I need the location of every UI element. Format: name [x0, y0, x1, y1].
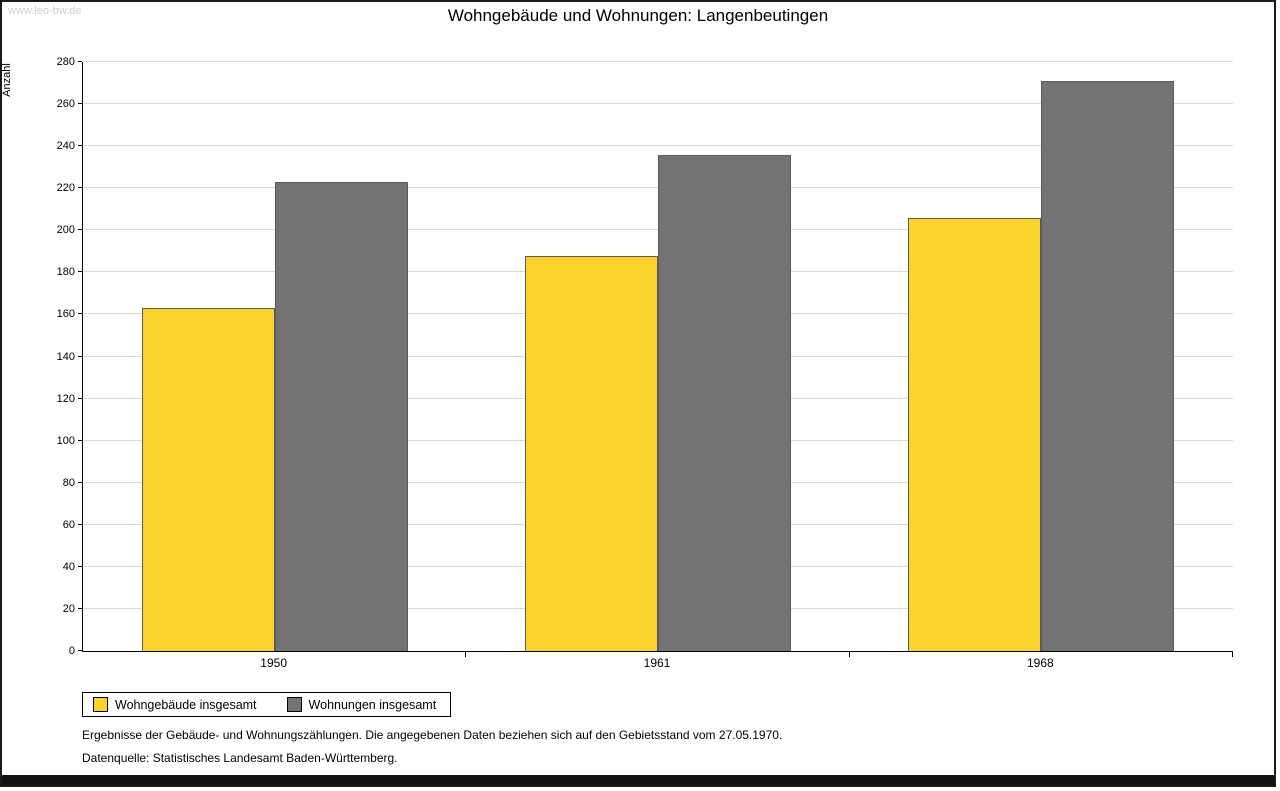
- legend-label: Wohnungen insgesamt: [308, 697, 437, 712]
- bar-1961-wohnungen: [658, 154, 791, 651]
- y-tick-mark: [78, 523, 82, 525]
- legend-item: Wohngebäude insgesamt: [93, 697, 257, 712]
- bar-1950-wohngebaeude: [141, 308, 275, 651]
- x-tick-mark: [1232, 652, 1233, 657]
- y-tick-label: 160: [56, 308, 75, 321]
- y-tick-mark: [78, 61, 82, 62]
- y-tick-label: 180: [56, 266, 75, 279]
- y-tick-label: 120: [56, 392, 75, 405]
- chart-title: Wohngebäude und Wohnungen: Langenbeuting…: [447, 6, 829, 25]
- gridline: [83, 145, 1233, 147]
- gridline: [83, 61, 1233, 62]
- y-tick-mark: [78, 145, 82, 147]
- y-tick-label: 140: [56, 350, 75, 363]
- legend-label: Wohngebäude insgesamt: [115, 697, 257, 712]
- y-tick-label: 260: [56, 98, 75, 111]
- y-tick-label: 60: [62, 518, 75, 531]
- bar-1950-wohnungen: [274, 181, 408, 651]
- y-tick-label: 100: [56, 434, 75, 447]
- legend-swatch: [286, 697, 302, 712]
- plot-area: 0 20 40 60 80 100 120 140 160 180 200 220 240 260 280: [57, 56, 1233, 657]
- y-axis-label: Anzahl: [0, 63, 13, 97]
- y-tick-label: 220: [56, 182, 75, 195]
- bar-1968-wohngebaeude: [908, 217, 1042, 651]
- bar-1968-wohnungen: [1041, 80, 1175, 651]
- footnote-gebietsstand: Ergebnisse der Gebäude- und Wohnungszähl…: [82, 728, 783, 742]
- y-tick-label: 280: [56, 56, 75, 68]
- x-axis: 1950 1961 1968: [82, 656, 1232, 672]
- y-tick-mark: [78, 355, 82, 357]
- y-tick-mark: [78, 481, 82, 483]
- legend-item: Wohnungen insgesamt: [286, 697, 437, 712]
- y-tick-mark: [78, 229, 82, 231]
- x-tick-label: 1968: [1026, 656, 1054, 670]
- footnotes: Ergebnisse der Gebäude- und Wohnungszähl…: [82, 728, 782, 774]
- y-tick-mark: [78, 103, 82, 105]
- y-tick-mark: [78, 271, 82, 273]
- y-tick-mark: [78, 187, 82, 189]
- x-tick-mark: [465, 652, 467, 657]
- bottom-bar: [2, 775, 1274, 785]
- watermark: www.leo-bw.de: [8, 5, 82, 17]
- y-tick-mark: [78, 313, 82, 315]
- y-tick-label: 80: [62, 476, 75, 489]
- y-tick-mark: [78, 607, 82, 609]
- x-tick-mark: [848, 652, 850, 657]
- y-tick-mark: [78, 397, 82, 399]
- footnote-datenquelle: Datenquelle: Statistisches Landesamt Bad…: [82, 751, 398, 765]
- gridline: [83, 103, 1233, 105]
- legend-swatch: [93, 697, 108, 712]
- bar-1961-wohngebaeude: [525, 255, 658, 651]
- y-tick-mark: [78, 439, 82, 441]
- y-tick-mark: [78, 565, 82, 567]
- y-tick-mark: [78, 650, 82, 651]
- y-tick-label: 40: [62, 560, 75, 573]
- legend: Wohngebäude insgesamt Wohnungen insgesamt: [82, 692, 452, 717]
- y-tick-label: 20: [62, 602, 75, 615]
- x-tick-label: 1961: [643, 656, 671, 670]
- y-tick-label: 0: [68, 645, 75, 657]
- y-tick-label: 240: [56, 140, 75, 153]
- y-tick-label: 200: [56, 224, 75, 237]
- x-tick-label: 1950: [260, 656, 288, 670]
